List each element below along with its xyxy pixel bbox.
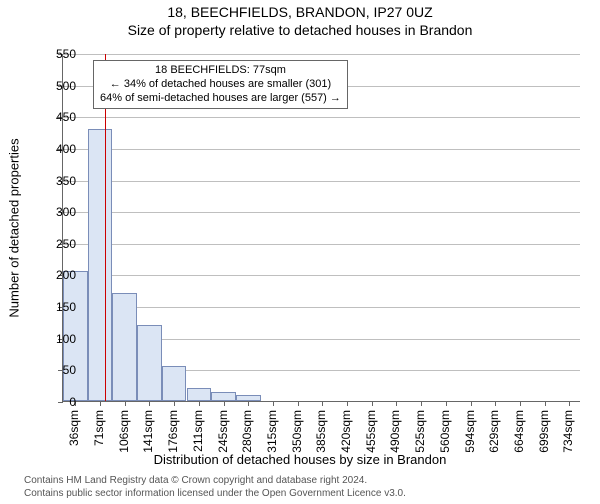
xtick-label: 734sqm [561,410,575,453]
xtick-mark [298,401,299,406]
gridline [63,117,580,118]
x-axis-label: Distribution of detached houses by size … [0,452,600,467]
ytick-label: 500 [42,79,76,93]
xtick-label: 350sqm [290,410,304,453]
footer-line: Contains public sector information licen… [24,488,406,501]
ytick-label: 200 [42,268,76,282]
xtick-mark [224,401,225,406]
xtick-mark [446,401,447,406]
xtick-label: 594sqm [463,410,477,453]
annotation-box: 18 BEECHFIELDS: 77sqm← 34% of detached h… [93,60,348,109]
annotation-line: ← 34% of detached houses are smaller (30… [100,78,341,92]
xtick-mark [248,401,249,406]
xtick-mark [372,401,373,406]
xtick-mark [100,401,101,406]
xtick-mark [174,401,175,406]
xtick-mark [421,401,422,406]
xtick-mark [545,401,546,406]
chart-area: 18 BEECHFIELDS: 77sqm← 34% of detached h… [62,54,580,402]
xtick-label: 245sqm [216,410,230,453]
xtick-label: 455sqm [364,410,378,453]
ytick-label: 250 [42,237,76,251]
xtick-label: 490sqm [388,410,402,453]
xtick-label: 664sqm [512,410,526,453]
xtick-mark [273,401,274,406]
ytick-label: 150 [42,300,76,314]
xtick-label: 36sqm [67,410,81,446]
gridline [63,149,580,150]
xtick-mark [471,401,472,406]
ytick-label: 400 [42,142,76,156]
xtick-label: 699sqm [537,410,551,453]
plot-region: 18 BEECHFIELDS: 77sqm← 34% of detached h… [62,54,580,402]
gridline [63,54,580,55]
xtick-label: 315sqm [265,410,279,453]
y-axis-label: Number of detached properties [7,138,22,317]
gridline [63,212,580,213]
histogram-bar [162,366,187,401]
xtick-label: 629sqm [487,410,501,453]
xtick-mark [322,401,323,406]
xtick-label: 71sqm [92,410,106,446]
gridline [63,307,580,308]
xtick-label: 280sqm [240,410,254,453]
histogram-bar [137,325,162,401]
histogram-bar [88,129,113,401]
xtick-mark [569,401,570,406]
footer-attribution: Contains HM Land Registry data © Crown c… [24,475,406,500]
ytick-label: 350 [42,174,76,188]
ytick-label: 100 [42,332,76,346]
annotation-line: 64% of semi-detached houses are larger (… [100,92,341,106]
gridline [63,275,580,276]
ytick-label: 300 [42,205,76,219]
xtick-label: 176sqm [166,410,180,453]
footer-line: Contains HM Land Registry data © Crown c… [24,475,406,488]
histogram-bar [112,293,137,401]
xtick-mark [125,401,126,406]
histogram-bar [187,388,212,401]
xtick-label: 560sqm [438,410,452,453]
xtick-label: 385sqm [314,410,328,453]
gridline [63,244,580,245]
xtick-mark [396,401,397,406]
xtick-mark [199,401,200,406]
ytick-label: 550 [42,47,76,61]
annotation-line: 18 BEECHFIELDS: 77sqm [100,64,341,78]
xtick-mark [347,401,348,406]
xtick-mark [495,401,496,406]
xtick-label: 106sqm [117,410,131,453]
ytick-label: 0 [42,395,76,409]
ytick-label: 50 [42,363,76,377]
xtick-mark [149,401,150,406]
xtick-label: 211sqm [191,410,205,452]
page-title-line1: 18, BEECHFIELDS, BRANDON, IP27 0UZ [0,4,600,20]
xtick-label: 525sqm [413,410,427,453]
histogram-bar [211,392,236,401]
xtick-mark [520,401,521,406]
gridline [63,181,580,182]
page-title-line2: Size of property relative to detached ho… [0,22,600,38]
xtick-label: 420sqm [339,410,353,453]
xtick-label: 141sqm [141,410,155,453]
ytick-label: 450 [42,110,76,124]
